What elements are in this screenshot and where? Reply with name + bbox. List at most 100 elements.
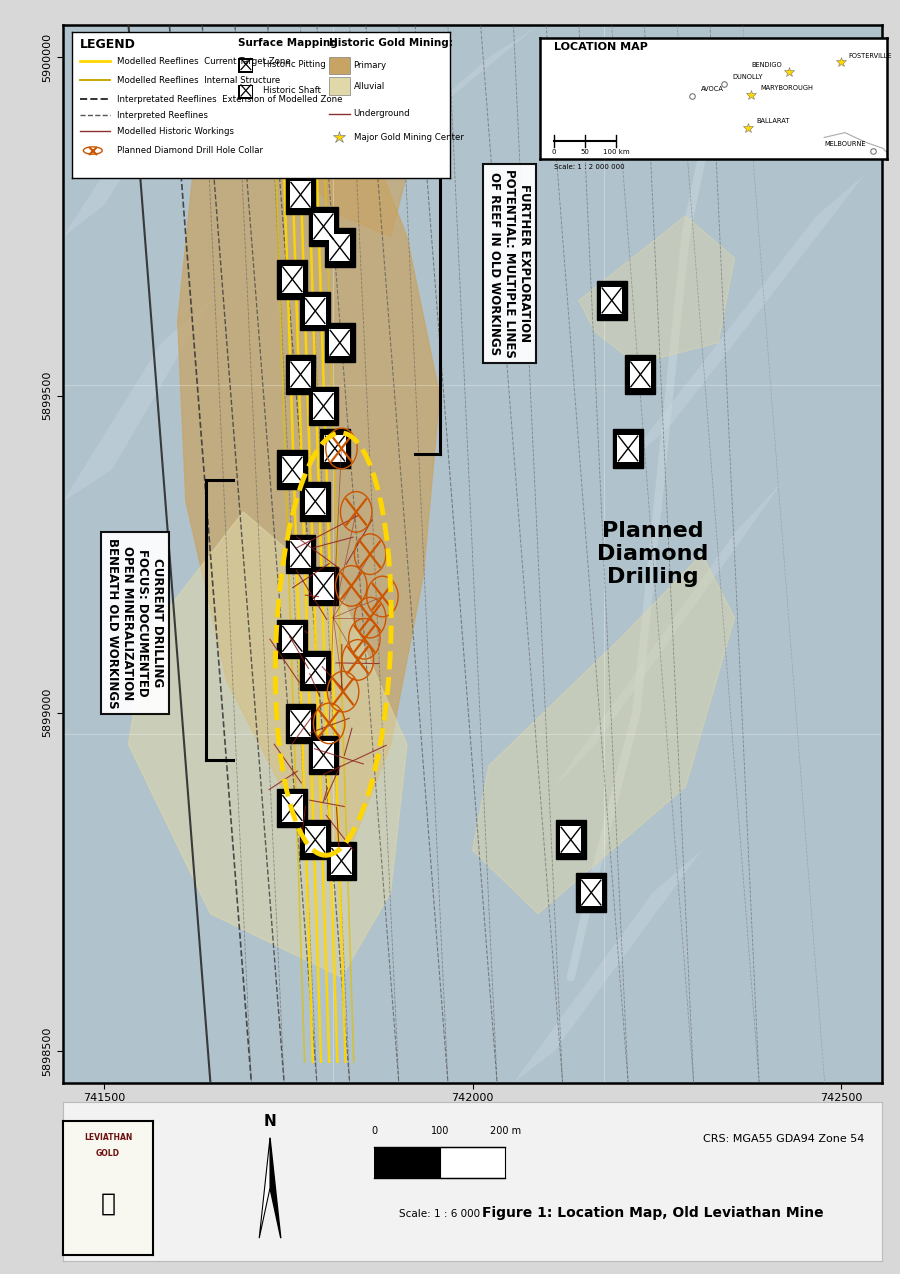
Bar	[325, 228, 355, 266]
Bar	[324, 434, 346, 462]
Bar	[601, 287, 623, 315]
Bar	[331, 847, 352, 874]
Bar	[285, 176, 315, 214]
Text: Major Gold Mining Center: Major Gold Mining Center	[354, 132, 464, 141]
Bar	[301, 482, 330, 521]
Polygon shape	[620, 173, 866, 470]
Bar	[304, 657, 326, 684]
Text: Surface Mapping: Surface Mapping	[238, 38, 338, 47]
Polygon shape	[472, 554, 734, 913]
Text: BENDIGO: BENDIGO	[752, 62, 782, 69]
Bar	[313, 213, 334, 240]
Bar	[277, 789, 307, 827]
Text: 100 km: 100 km	[603, 149, 629, 155]
Text: CURRENT DRILLING
FOCUS: DOCUMENTED
OPEN MINERALIZATION
BENEATH OLD WORKINGS: CURRENT DRILLING FOCUS: DOCUMENTED OPEN …	[106, 538, 164, 708]
Bar	[580, 879, 602, 906]
Text: Historic Gold Mining:: Historic Gold Mining:	[329, 38, 453, 47]
Text: 200 m: 200 m	[490, 1126, 521, 1136]
Bar	[285, 705, 315, 743]
Bar	[304, 117, 326, 145]
Bar	[329, 329, 350, 357]
Bar	[301, 292, 330, 330]
Bar	[301, 112, 330, 150]
Text: 50: 50	[580, 149, 590, 155]
Polygon shape	[270, 1138, 281, 1238]
Bar	[313, 392, 334, 420]
Polygon shape	[63, 79, 185, 237]
Bar	[282, 456, 303, 483]
Text: 0: 0	[552, 149, 556, 155]
Bar	[304, 297, 326, 325]
Text: LEGEND: LEGEND	[79, 38, 135, 51]
Bar	[277, 260, 307, 298]
Text: Underground: Underground	[354, 110, 410, 118]
Bar	[285, 535, 315, 573]
Bar	[560, 826, 581, 854]
Polygon shape	[309, 25, 538, 215]
Text: 🦘: 🦘	[101, 1192, 115, 1217]
Text: Interpretated Reeflines  Extension of Modelled Zone: Interpretated Reeflines Extension of Mod…	[117, 94, 343, 103]
Bar	[304, 488, 326, 515]
Polygon shape	[292, 110, 407, 237]
Text: Planned
Diamond
Drilling: Planned Diamond Drilling	[597, 521, 708, 587]
Text: Historic Shaft: Historic Shaft	[263, 85, 321, 96]
Bar	[313, 741, 334, 768]
Bar	[329, 78, 350, 94]
Text: Modelled Historic Workings: Modelled Historic Workings	[117, 127, 234, 136]
Polygon shape	[129, 512, 407, 977]
Bar	[309, 208, 338, 246]
Polygon shape	[554, 480, 784, 787]
Bar	[327, 842, 356, 880]
Bar	[290, 710, 311, 738]
Bar	[238, 84, 254, 99]
Bar	[282, 794, 303, 822]
Bar	[329, 234, 350, 261]
Bar	[277, 90, 307, 130]
Bar	[630, 361, 651, 389]
Text: DUNOLLY: DUNOLLY	[733, 74, 763, 80]
Text: MELBOURNE: MELBOURNE	[824, 141, 866, 147]
Text: MARYBOROUGH: MARYBOROUGH	[760, 85, 813, 92]
Bar	[313, 572, 334, 600]
Text: Primary: Primary	[354, 61, 387, 70]
Bar	[285, 355, 315, 394]
Polygon shape	[513, 850, 702, 1083]
Bar	[277, 450, 307, 489]
Text: FURTHER EXPLORATION
POTENTIAL: MULTIPLE LINES
OF REEF IN OLD WORKINGS: FURTHER EXPLORATION POTENTIAL: MULTIPLE …	[488, 169, 531, 358]
Bar	[277, 619, 307, 659]
Bar	[290, 540, 311, 568]
Bar	[309, 567, 338, 605]
Bar	[301, 820, 330, 859]
Bar	[301, 651, 330, 689]
Text: Modelled Reeflines  Internal Structure: Modelled Reeflines Internal Structure	[117, 75, 281, 84]
Bar	[325, 324, 355, 362]
Polygon shape	[177, 36, 440, 850]
Bar	[282, 97, 303, 124]
Text: CRS: MGA55 GDA94 Zone 54: CRS: MGA55 GDA94 Zone 54	[703, 1134, 864, 1144]
Bar	[613, 429, 643, 468]
Bar	[597, 282, 626, 320]
Text: Planned Diamond Drill Hole Collar: Planned Diamond Drill Hole Collar	[117, 147, 264, 155]
Bar	[556, 820, 586, 859]
Bar	[626, 355, 655, 394]
Text: Alluvial: Alluvial	[354, 82, 385, 90]
Bar	[282, 265, 303, 293]
Bar	[617, 434, 639, 462]
Bar	[304, 826, 326, 854]
Bar	[282, 626, 303, 652]
Bar	[309, 736, 338, 775]
Text: GOLD: GOLD	[96, 1149, 120, 1158]
Text: AVOCA: AVOCA	[701, 87, 724, 93]
Text: 100: 100	[430, 1126, 449, 1136]
Text: BALLARAT: BALLARAT	[757, 118, 790, 124]
Text: Scale: 1 : 2 000 000: Scale: 1 : 2 000 000	[554, 164, 625, 171]
Text: Modelled Reeflines  Current Target Zone: Modelled Reeflines Current Target Zone	[117, 56, 291, 66]
Bar	[240, 87, 252, 97]
Text: LEVIATHAN: LEVIATHAN	[84, 1133, 132, 1142]
Bar	[290, 361, 311, 389]
Polygon shape	[63, 301, 211, 501]
Bar	[374, 1147, 440, 1178]
Polygon shape	[259, 1138, 270, 1238]
Text: N: N	[264, 1115, 276, 1130]
Text: Scale: 1 : 6 000: Scale: 1 : 6 000	[400, 1209, 481, 1219]
